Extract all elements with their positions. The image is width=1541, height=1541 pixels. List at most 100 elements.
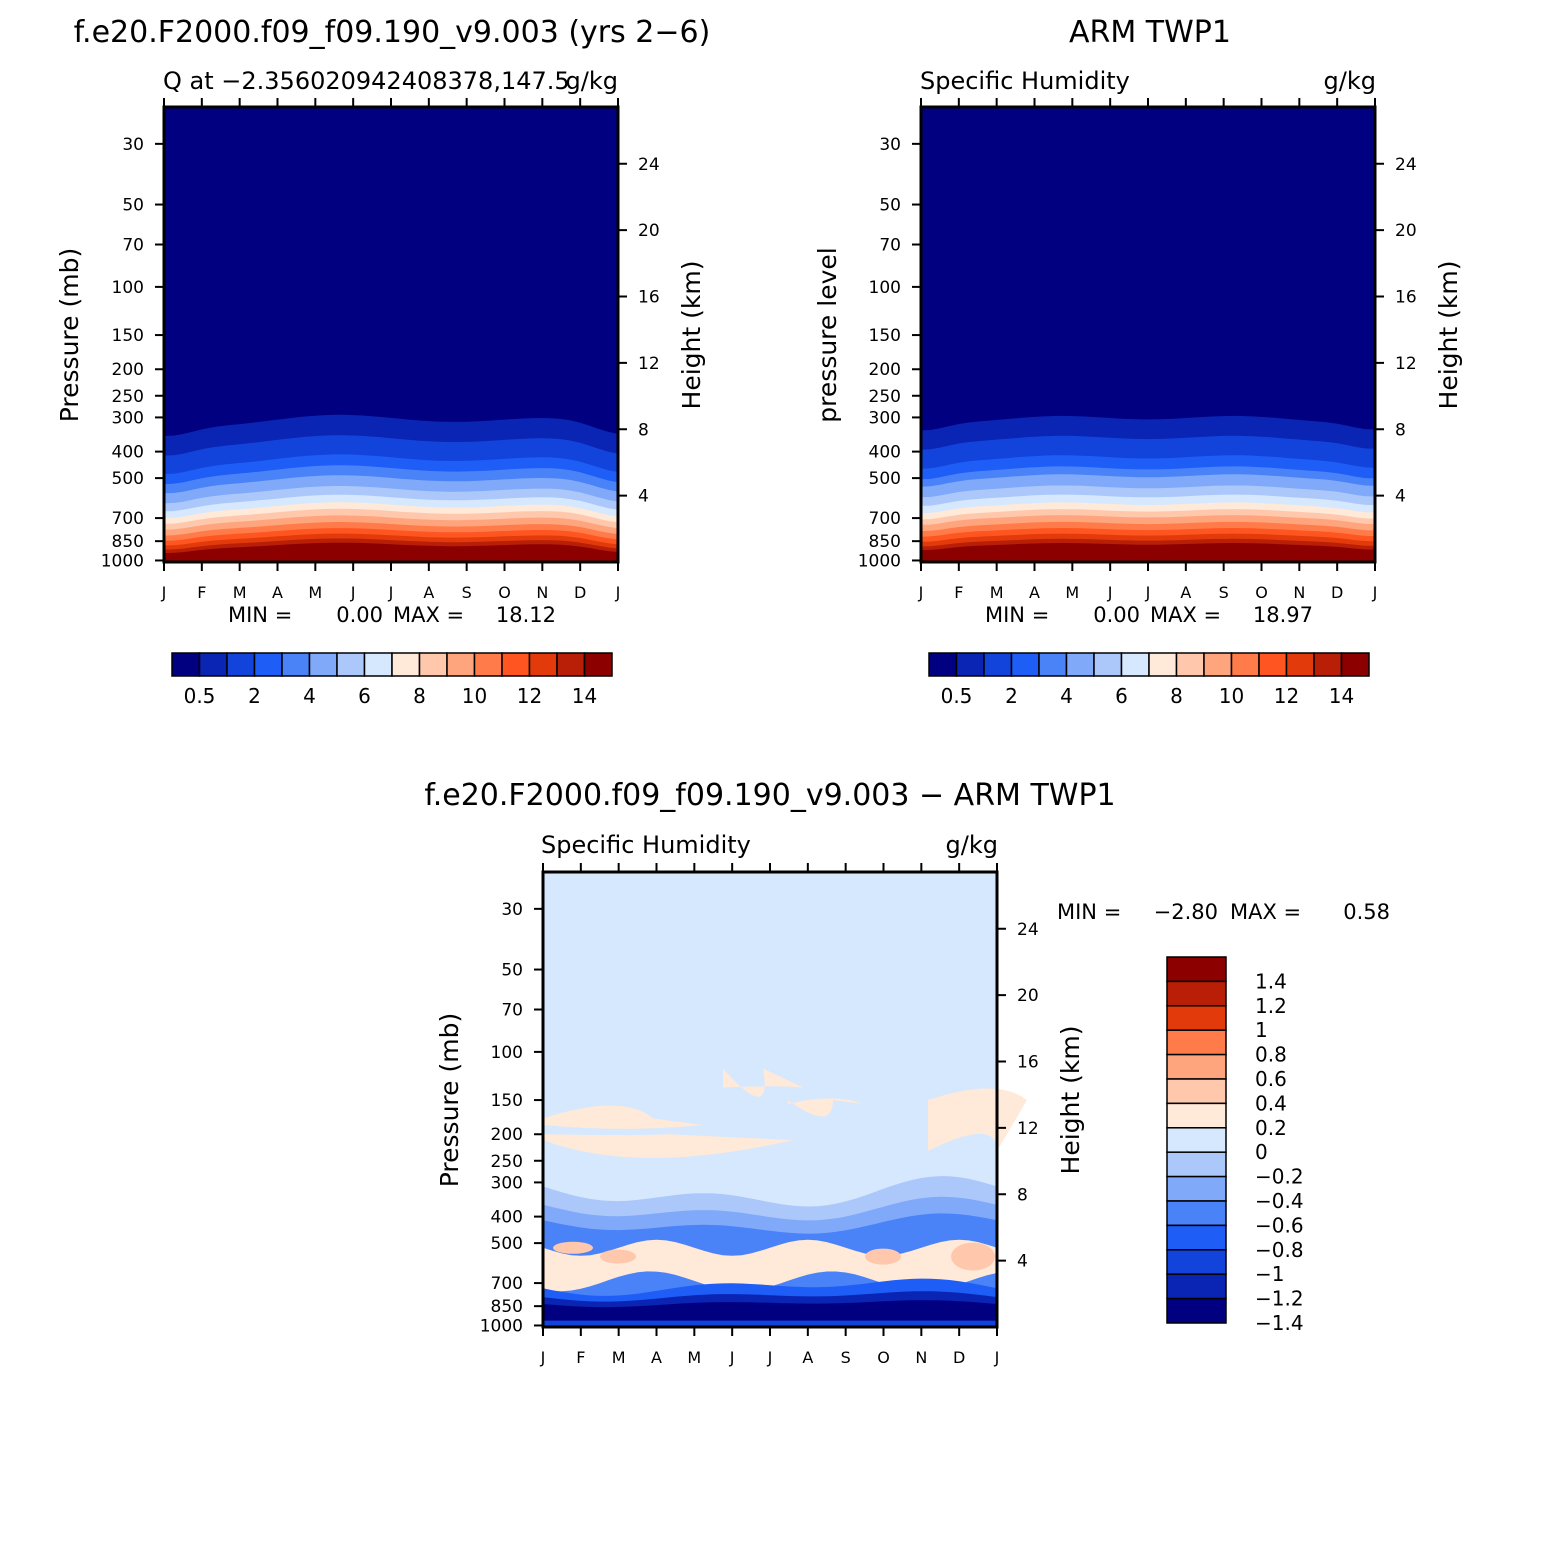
colorbar-swatch [1203, 652, 1233, 677]
x-tick-label: D [574, 583, 586, 602]
y-tick-label: 1000 [101, 551, 144, 571]
diff-positive-core [600, 1249, 636, 1264]
panel-obs-ylabel: pressure level [813, 247, 842, 422]
colorbar-swatch [308, 652, 338, 677]
x-tick-label: F [197, 583, 206, 602]
y-tick-label: 1000 [858, 551, 901, 571]
colorbar-swatch [1166, 1005, 1227, 1031]
colorbar-swatch [1166, 1053, 1227, 1080]
colorbar-swatch [1166, 1127, 1227, 1153]
colorbar-label: 4 [303, 684, 316, 708]
diff-negative-band [543, 1300, 997, 1327]
colorbar-swatch [1166, 980, 1227, 1007]
y-tick-label: 250 [112, 387, 144, 407]
panel-diff-colorbar: 1.41.210.80.60.40.20−0.2−0.4−0.6−0.8−1−1… [1166, 956, 1304, 1335]
y-tick-label: 150 [491, 1091, 523, 1111]
y-right-tick-label: 12 [638, 354, 660, 374]
diff-positive-region [723, 1068, 803, 1097]
colorbar-swatch [583, 652, 613, 677]
colorbar-swatch [928, 652, 958, 677]
panel-diff-min-label: MIN = [1057, 900, 1121, 924]
x-tick-label: N [1293, 583, 1305, 602]
x-tick-label: M [233, 583, 247, 602]
colorbar-swatch [281, 652, 311, 677]
panel-diff-max-value: 0.58 [1343, 900, 1390, 924]
y-tick-label: 50 [879, 196, 901, 216]
colorbar-swatch [1166, 1273, 1227, 1300]
contour-band [921, 543, 1375, 562]
y-tick-label: 200 [869, 360, 901, 380]
panel-obs-subtitle-right: g/kg [1324, 67, 1376, 95]
colorbar-swatch [1093, 652, 1123, 677]
x-tick-label: O [877, 1348, 890, 1367]
panel-model-ylabel: Pressure (mb) [55, 248, 84, 422]
x-tick-label: O [1255, 583, 1268, 602]
x-tick-label: M [612, 1348, 626, 1367]
x-tick-label: J [161, 583, 167, 602]
panel-diff-ylabel: Pressure (mb) [435, 1013, 464, 1187]
y-tick-label: 300 [491, 1173, 523, 1193]
diff-positive-region [788, 1098, 863, 1117]
y-right-tick-label: 4 [1395, 487, 1406, 507]
panel-diff-ylabel-right: Height (km) [1056, 1026, 1085, 1175]
colorbar-swatch [1340, 652, 1370, 677]
colorbar-label: 0.8 [1255, 1043, 1287, 1067]
x-tick-label: S [462, 583, 472, 602]
colorbar-label: 1.4 [1255, 969, 1287, 993]
x-tick-label: F [576, 1348, 585, 1367]
colorbar-label: 0.5 [184, 684, 216, 708]
colorbar-label: 0.2 [1255, 1116, 1287, 1140]
x-tick-label: N [536, 583, 548, 602]
y-right-tick-label: 16 [1017, 1053, 1039, 1073]
x-tick-label: N [915, 1348, 927, 1367]
y-tick-label: 30 [501, 900, 523, 920]
colorbar-label: 2 [1005, 684, 1018, 708]
colorbar-label: 4 [1060, 684, 1073, 708]
y-right-tick-label: 8 [638, 420, 649, 440]
colorbar-label: 12 [517, 684, 542, 708]
diff-positive-core [865, 1248, 901, 1265]
colorbar-label: −1.2 [1255, 1287, 1304, 1311]
panel-obs-min-value: 0.00 [1093, 603, 1140, 627]
colorbar-swatch [1010, 652, 1040, 677]
colorbar-swatch [198, 652, 228, 677]
colorbar-swatch [1166, 1102, 1227, 1129]
colorbar-swatch [1166, 956, 1227, 983]
panel-diff: f.e20.F2000.f09_f09.190_v9.003 − ARM TWP… [424, 778, 1390, 1367]
x-tick-label: D [953, 1348, 965, 1367]
y-right-tick-label: 16 [638, 288, 660, 308]
panel-model: f.e20.F2000.f09_f09.190_v9.003 (yrs 2−6)… [55, 15, 710, 708]
panel-diff-subtitle-right: g/kg [946, 831, 998, 859]
y-tick-label: 500 [491, 1234, 523, 1254]
panel-obs-subtitle-left: Specific Humidity [920, 67, 1130, 95]
y-tick-label: 300 [869, 408, 901, 428]
colorbar-swatch [253, 652, 283, 677]
panel-obs-max-label: MAX = [1150, 603, 1221, 627]
y-tick-label: 200 [112, 360, 144, 380]
y-right-tick-label: 12 [1017, 1119, 1039, 1139]
x-tick-label: A [651, 1348, 662, 1367]
colorbar-swatch [1166, 1175, 1227, 1202]
colorbar-swatch [1258, 652, 1288, 677]
panel-model-colorbar: 0.5 2 4 6 8 10 12 14 [171, 652, 613, 708]
panel-model-figure-title: f.e20.F2000.f09_f09.190_v9.003 (yrs 2−6) [74, 15, 711, 50]
panel-obs-max-value: 18.97 [1253, 603, 1313, 627]
colorbar-swatch [446, 652, 476, 677]
colorbar-swatch [1285, 652, 1315, 677]
x-tick-label: J [1145, 583, 1151, 602]
panel-obs: ARM TWP1 Specific Humidity g/kg J F M A M J J A… [813, 15, 1463, 708]
colorbar-label: −1 [1255, 1262, 1284, 1286]
x-tick-label: J [350, 583, 356, 602]
colorbar-label: 14 [1329, 684, 1354, 708]
x-tick-label: A [272, 583, 283, 602]
colorbar-swatch [955, 652, 985, 677]
x-tick-label: M [990, 583, 1004, 602]
panel-model-max-value: 18.12 [496, 603, 556, 627]
y-tick-label: 30 [122, 135, 144, 155]
panel-diff-subtitle-left: Specific Humidity [541, 831, 751, 859]
y-tick-label: 850 [869, 532, 901, 552]
x-tick-label: M [1065, 583, 1079, 602]
colorbar-swatch [1166, 1151, 1227, 1178]
y-tick-label: 50 [122, 196, 144, 216]
